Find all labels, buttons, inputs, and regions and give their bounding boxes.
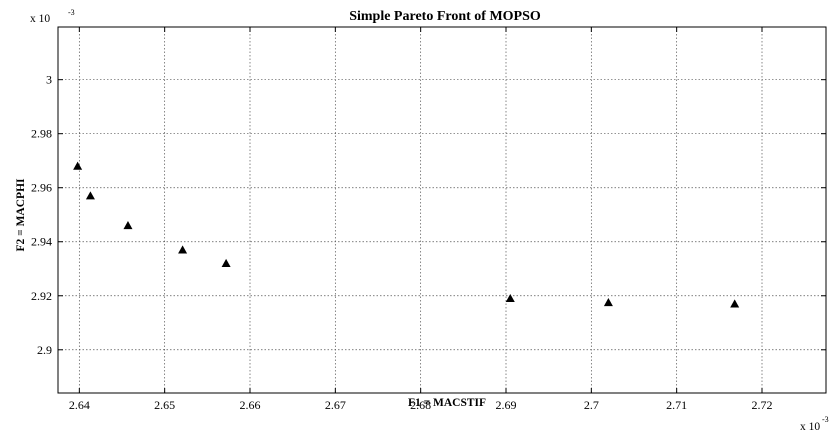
data-point-triangle	[221, 258, 231, 267]
x-tick-label: 2.64	[69, 398, 90, 412]
data-point-triangle	[730, 299, 740, 308]
x-tick-label: 2.65	[154, 398, 175, 412]
y-tick-label: 3	[46, 73, 52, 87]
ticks	[58, 27, 826, 393]
x-tick-label: 2.71	[666, 398, 687, 412]
data-point-triangle	[603, 298, 613, 307]
data-point-triangle	[505, 293, 515, 303]
x-multiplier-exp: -3	[822, 415, 829, 424]
y-tick-label: 2.94	[31, 235, 52, 249]
data-points	[73, 161, 740, 308]
grid	[58, 27, 826, 393]
y-multiplier: x 10 -3	[30, 8, 75, 25]
data-point-triangle	[123, 221, 133, 230]
x-axis-label: F1 = MACSTIF	[408, 397, 486, 409]
x-tick-label: 2.66	[240, 398, 261, 412]
data-point-triangle	[85, 191, 95, 200]
y-axis-label: F2 = MACPHI	[15, 178, 27, 252]
data-point-triangle	[178, 245, 188, 254]
x-multiplier-base: x 10	[800, 421, 820, 433]
y-tick-label: 2.96	[31, 181, 52, 195]
x-tick-label: 2.67	[325, 398, 346, 412]
chart-title: Simple Pareto Front of MOPSO	[349, 9, 541, 24]
x-multiplier: x 10 -3	[800, 415, 829, 433]
tick-labels: 2.64 2.65 2.66 2.67 2.68 2.69 2.7 2.71 2.72 2.9 2.…	[31, 73, 773, 412]
plot-frame	[57, 26, 827, 394]
y-tick-label: 2.98	[31, 127, 52, 141]
x-tick-label: 2.7	[584, 398, 599, 412]
x-tick-label: 2.68	[410, 398, 431, 412]
y-multiplier-base: x 10	[30, 13, 50, 25]
y-tick-label: 2.92	[31, 289, 52, 303]
x-tick-label: 2.72	[752, 398, 773, 412]
x-tick-label: 2.69	[496, 398, 517, 412]
y-multiplier-exp: -3	[68, 8, 75, 17]
data-point-triangle	[73, 161, 83, 170]
y-tick-label: 2.9	[37, 343, 52, 357]
